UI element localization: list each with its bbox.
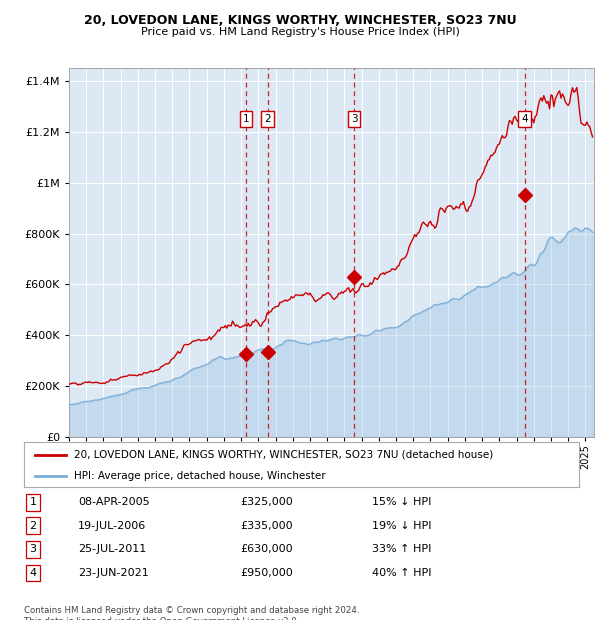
Text: 19-JUL-2006: 19-JUL-2006 xyxy=(78,521,146,531)
Text: 3: 3 xyxy=(29,544,37,554)
Text: £630,000: £630,000 xyxy=(240,544,293,554)
Text: 20, LOVEDON LANE, KINGS WORTHY, WINCHESTER, SO23 7NU: 20, LOVEDON LANE, KINGS WORTHY, WINCHEST… xyxy=(83,14,517,27)
Text: 2: 2 xyxy=(29,521,37,531)
Text: 4: 4 xyxy=(29,568,37,578)
Text: 33% ↑ HPI: 33% ↑ HPI xyxy=(372,544,431,554)
Text: Price paid vs. HM Land Registry's House Price Index (HPI): Price paid vs. HM Land Registry's House … xyxy=(140,27,460,37)
Text: HPI: Average price, detached house, Winchester: HPI: Average price, detached house, Winc… xyxy=(74,471,326,480)
Text: 1: 1 xyxy=(242,114,249,124)
Text: 23-JUN-2021: 23-JUN-2021 xyxy=(78,568,149,578)
Text: 08-APR-2005: 08-APR-2005 xyxy=(78,497,149,507)
Text: £335,000: £335,000 xyxy=(240,521,293,531)
Text: 40% ↑ HPI: 40% ↑ HPI xyxy=(372,568,431,578)
Text: £950,000: £950,000 xyxy=(240,568,293,578)
Text: £325,000: £325,000 xyxy=(240,497,293,507)
Text: 1: 1 xyxy=(29,497,37,507)
Text: 3: 3 xyxy=(351,114,358,124)
Text: 19% ↓ HPI: 19% ↓ HPI xyxy=(372,521,431,531)
Text: Contains HM Land Registry data © Crown copyright and database right 2024.
This d: Contains HM Land Registry data © Crown c… xyxy=(24,606,359,620)
Text: 20, LOVEDON LANE, KINGS WORTHY, WINCHESTER, SO23 7NU (detached house): 20, LOVEDON LANE, KINGS WORTHY, WINCHEST… xyxy=(74,450,493,459)
Text: 15% ↓ HPI: 15% ↓ HPI xyxy=(372,497,431,507)
Text: 2: 2 xyxy=(265,114,271,124)
Text: 25-JUL-2011: 25-JUL-2011 xyxy=(78,544,146,554)
Text: 4: 4 xyxy=(521,114,528,124)
